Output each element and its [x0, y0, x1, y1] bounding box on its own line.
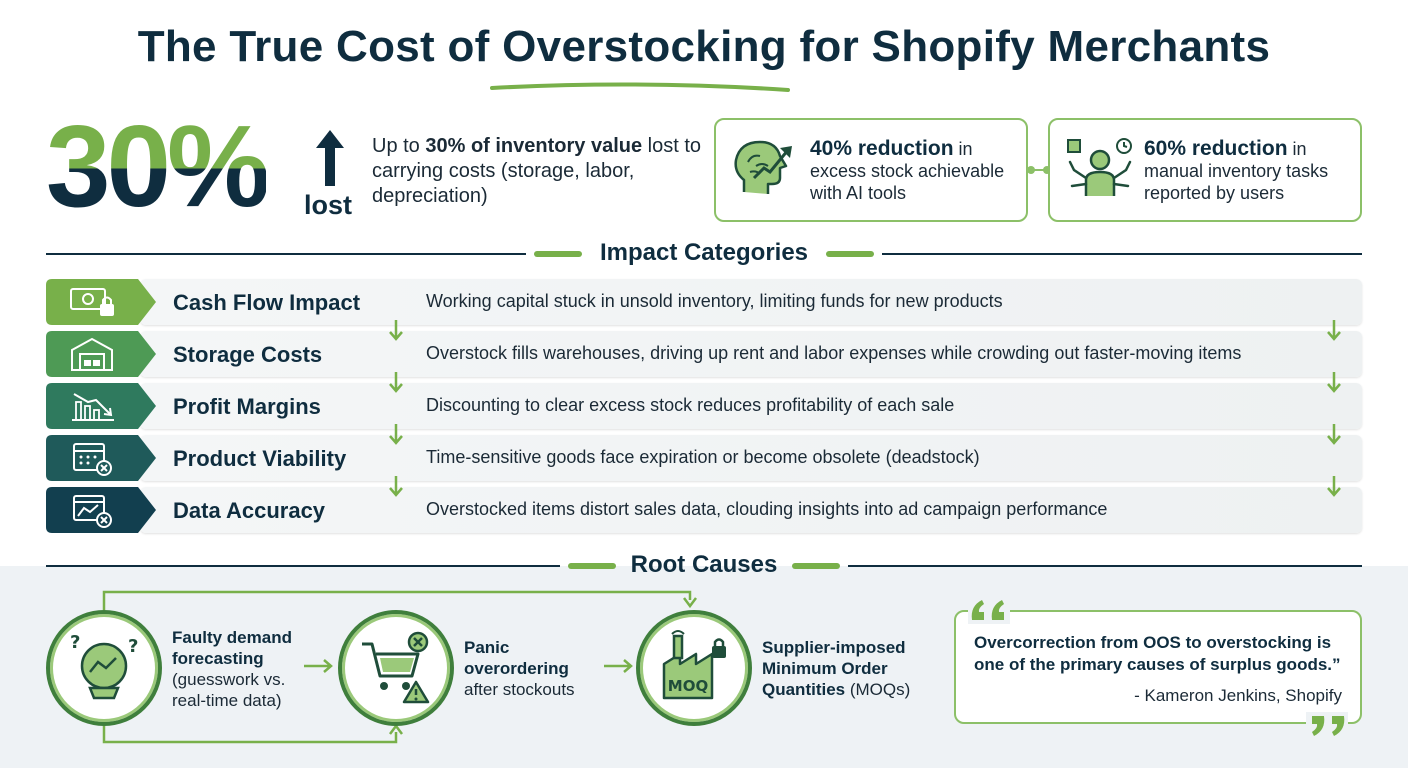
impact-divider-right	[882, 253, 1362, 255]
impact-row-cash-flow: Cash Flow Impact Working capital stuck i…	[46, 279, 1362, 325]
impact-divider-left	[46, 253, 526, 255]
down-arrow-icon	[389, 320, 403, 341]
down-arrow-icon	[1327, 372, 1341, 393]
impact-row-storage: Storage Costs Overstock fills warehouses…	[46, 331, 1362, 377]
down-arrow-icon	[1327, 424, 1341, 445]
svg-text:MOQ: MOQ	[668, 677, 708, 695]
down-arrow-icon	[1327, 476, 1341, 497]
impact-row-tab	[46, 383, 156, 429]
impact-row-product-viability: Product Viability Time-sensitive goods f…	[46, 435, 1362, 481]
cause-icon-circle	[338, 610, 454, 726]
root-causes-section-title: Root Causes	[630, 551, 778, 578]
root-causes-divider-left	[46, 565, 560, 567]
impact-row-label: Profit Margins	[173, 394, 321, 419]
brain-growth-icon	[734, 140, 792, 194]
impact-dash-right	[826, 251, 874, 257]
impact-row-label: Product Viability	[173, 446, 347, 471]
impact-row-tab	[46, 435, 156, 481]
down-arrow-icon	[389, 476, 403, 497]
impact-row-profit: Profit Margins Discounting to clear exce…	[46, 383, 1362, 429]
svg-text:?: ?	[128, 636, 138, 657]
root-causes-dash-left	[568, 563, 616, 569]
impact-row-description: Working capital stuck in unsold inventor…	[426, 291, 1003, 311]
impact-row-label: Cash Flow Impact	[173, 290, 361, 315]
cash-lock-icon	[70, 288, 114, 316]
stat-card-text: 40% reduction in excess stock achievable…	[810, 137, 1005, 204]
cause-icon-circle: ? ?	[46, 610, 162, 726]
impact-row-description: Overstock fills warehouses, driving up r…	[426, 343, 1242, 363]
impact-row-bar	[140, 435, 1362, 481]
cause-text-moq: Supplier-imposed Minimum Order Quantitie…	[762, 638, 911, 699]
impact-dash-left	[534, 251, 582, 257]
cause-icon-circle: MOQ	[636, 610, 752, 726]
impact-row-bar	[140, 279, 1362, 325]
title-underline-decoration	[490, 82, 790, 92]
impact-row-bar	[140, 487, 1362, 533]
cause-text-forecasting: Faulty demand forecasting (guesswork vs.…	[172, 628, 292, 710]
down-arrow-icon	[1327, 320, 1341, 341]
crystal-ball-icon: ? ?	[70, 632, 138, 700]
page-title: The True Cost of Overstocking for Shopif…	[137, 22, 1271, 71]
impact-row-description: Time-sensitive goods face expiration or …	[426, 447, 980, 467]
down-arrow-icon	[389, 372, 403, 393]
quote-author: - Kameron Jenkins, Shopify	[1134, 686, 1342, 705]
cart-warning-icon	[362, 631, 430, 704]
declining-chart-icon	[72, 393, 114, 421]
impact-row-tab	[46, 279, 156, 325]
hero-stat-suffix: lost	[304, 190, 353, 220]
card-connector-decoration	[1027, 166, 1051, 174]
impact-row-data-accuracy: Data Accuracy Overstocked items distort …	[46, 487, 1362, 533]
factory-moq-icon: MOQ	[662, 630, 726, 700]
root-causes-dash-right	[792, 563, 840, 569]
impact-section-title: Impact Categories	[599, 239, 809, 266]
svg-text:?: ?	[70, 632, 80, 653]
impact-row-tab	[46, 487, 156, 533]
impact-row-bar	[140, 331, 1362, 377]
impact-row-label: Storage Costs	[173, 342, 323, 367]
impact-row-tab	[46, 331, 156, 377]
stat-card-text: 60% reduction in manual inventory tasks …	[1144, 137, 1329, 204]
distorted-data-icon	[73, 495, 112, 528]
warehouse-icon	[71, 337, 113, 371]
impact-row-description: Discounting to clear excess stock reduce…	[426, 395, 955, 415]
cause-text-panic: Panic overordering after stockouts	[464, 638, 575, 699]
quote-text: Overcorrection from OOS to overstocking …	[974, 633, 1341, 674]
stat-card-manual-reduction: 60% reduction in manual inventory tasks …	[1048, 118, 1362, 222]
root-causes-divider-right	[848, 565, 1362, 567]
open-quote-icon	[968, 596, 1010, 624]
down-arrow-icon	[389, 424, 403, 445]
impact-row-bar	[140, 383, 1362, 429]
worker-tasks-icon	[1067, 138, 1132, 196]
impact-row-label: Data Accuracy	[173, 498, 326, 523]
up-arrow-icon	[316, 130, 344, 186]
close-quote-icon	[1306, 712, 1348, 740]
calendar-expired-icon	[73, 443, 112, 476]
impact-row-description: Overstocked items distort sales data, cl…	[426, 499, 1108, 519]
quote-box: Overcorrection from OOS to overstocking …	[954, 610, 1362, 724]
hero-stat-description: Up to 30% of inventory value lost to car…	[372, 135, 702, 207]
hero-stat-value: 30%	[46, 101, 270, 231]
